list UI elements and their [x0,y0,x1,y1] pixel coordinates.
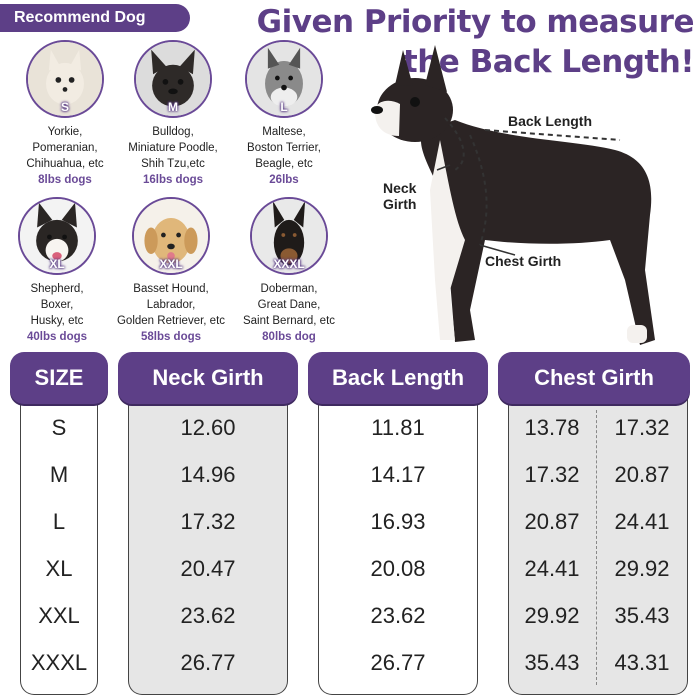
size-cell: XXL [38,603,80,628]
weight-label: 80lbs dog [262,331,316,343]
neck-girth-cell: 26.77 [180,650,236,675]
breed-list: Yorkie, Pomeranian, Chihuahua, etc [26,126,104,170]
weight-label: 16lbs dogs [142,174,204,186]
size-tag: M [168,100,178,114]
back-length-cell: 23.62 [370,603,426,628]
neck-girth-cell: 20.47 [180,556,236,581]
size-cell: L [52,509,66,534]
breed-list: Doberman, Great Dane, Saint Bernard, etc [242,283,336,327]
weight-label: 8lbs dogs [38,174,92,186]
size-tag: XXXL [273,257,305,271]
back-length-label: Back Length [508,113,593,129]
neck-girth-cell: 23.62 [180,603,236,628]
header-size: SIZE [10,352,108,404]
dog-photo-l: L [245,40,323,118]
breed-list: Shepherd, Boxer, Husky, etc [30,283,84,327]
chest-girth-max-cell: 24.41 [614,509,670,534]
back-length-cell: 20.08 [370,556,426,581]
size-cell: S [51,415,67,440]
chest-divider [596,410,597,685]
chest-girth-min-cell: 13.78 [524,415,580,440]
headline-line-1: Given Priority to measure [256,4,695,40]
chest-girth-label: Chest Girth [485,253,562,269]
size-tag: XL [49,257,65,271]
breed-list: Maltese, Boston Terrier, Beagle, etc [247,126,321,170]
chest-girth-max-cell: 35.43 [614,603,670,628]
weight-label: 26lbs [269,174,299,186]
breed-list: Bulldog, Miniature Poodle, Shih Tzu,etc [128,126,218,170]
size-cell: XXXL [30,650,88,675]
dog-card-xl: XL Shepherd, Boxer, Husky, etc 40lbs dog… [0,197,117,345]
dog-photo-s: S [26,40,104,118]
dog-card-xxl: XXL Basset Hound, Labrador, Golden Retri… [111,197,231,345]
back-length-cell: 14.17 [370,462,426,487]
headline: Given Priority to measure the Back Lengt… [256,2,695,82]
neck-girth-cell: 14.96 [180,462,236,487]
dog-card-m: M Bulldog, Miniature Poodle, Shih Tzu,et… [113,40,233,188]
back-length-cell: 16.93 [370,509,426,534]
chest-girth-max-cell: 17.32 [614,415,670,440]
size-cell: M [49,462,69,487]
neck-column [128,392,288,695]
size-tag: XXL [159,257,183,271]
weight-label: 40lbs dogs [26,331,88,343]
neck-girth-cell: 12.60 [180,415,236,440]
back-column [318,392,478,695]
chest-girth-max-cell: 20.87 [614,462,670,487]
dog-card-s: S Yorkie, Pomeranian, Chihuahua, etc 8lb… [5,40,125,188]
boston-terrier-illustration [355,40,695,365]
weight-label: 58lbs dogs [140,331,202,343]
chest-girth-min-cell: 29.92 [524,603,580,628]
back-length-cell: 11.81 [371,415,425,440]
dog-photo-xl: XL [18,197,96,275]
headline-line-2: the Back Length! [402,44,695,80]
chest-girth-min-cell: 24.41 [524,556,580,581]
size-column [20,392,98,695]
chest-column [508,392,688,695]
neck-girth-cell: 17.32 [180,509,236,534]
chest-girth-min-cell: 20.87 [524,509,580,534]
dog-photo-xxxl: XXXL [250,197,328,275]
breed-list: Basset Hound, Labrador, Golden Retriever… [116,283,226,327]
back-length-cell: 26.77 [370,650,426,675]
size-cell: XL [45,556,73,581]
dog-card-xxxl: XXXL Doberman, Great Dane, Saint Bernard… [229,197,349,345]
dog-card-l: L Maltese, Boston Terrier, Beagle, etc 2… [224,40,344,188]
dog-photo-xxl: XXL [132,197,210,275]
chest-girth-max-cell: 29.92 [614,556,670,581]
header-chest-girth: Chest Girth [498,352,690,404]
chest-girth-min-cell: 35.43 [524,650,580,675]
chest-girth-max-cell: 43.31 [614,650,670,675]
chest-girth-min-cell: 17.32 [524,462,580,487]
neck-girth-label: Neck Girth [383,180,417,212]
size-tag: L [280,100,288,114]
recommend-dog-banner: Recommend Dog [0,4,190,32]
header-back-length: Back Length [308,352,488,404]
size-tag: S [60,100,70,114]
dog-photo-m: M [134,40,212,118]
header-neck-girth: Neck Girth [118,352,298,404]
